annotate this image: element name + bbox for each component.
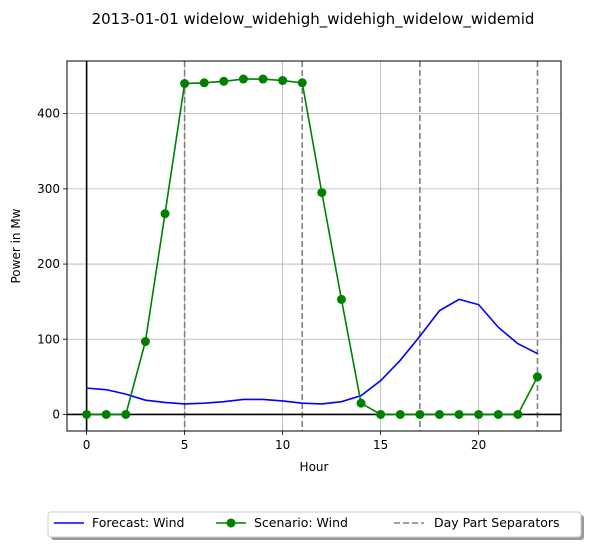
scenario-wind-point: [101, 409, 111, 419]
scenario-wind-point: [336, 294, 346, 304]
scenario-wind-point: [160, 209, 170, 219]
scenario-wind-point: [415, 409, 425, 419]
scenario-wind-point: [395, 409, 405, 419]
plot-frame: [66, 60, 562, 432]
scenario-wind-point: [513, 409, 523, 419]
x-tick-label: 0: [83, 438, 91, 452]
scenario-wind-point: [317, 188, 327, 198]
x-tick-layer: 0 5 10 15 20: [83, 431, 486, 452]
scenario-wind-point: [454, 409, 464, 419]
scenario-wind-point: [199, 78, 209, 88]
x-tick-label: 10: [275, 438, 290, 452]
legend-box: [47, 511, 582, 538]
scenario-wind-point: [258, 74, 268, 84]
scenario-wind-point: [297, 78, 307, 88]
x-tick-label: 15: [373, 438, 388, 452]
series-layer: [82, 74, 542, 419]
scenario-wind-point: [121, 409, 131, 419]
scenario-wind-point: [180, 79, 190, 89]
legend-label-forecast: Forecast: Wind: [92, 515, 185, 530]
scenario-wind-point: [82, 409, 92, 419]
y-tick-label: 200: [37, 257, 60, 271]
y-axis-label: Power in Mw: [9, 208, 23, 283]
scenario-wind-line: [86, 78, 539, 416]
legend-label-scenario: Scenario: Wind: [254, 515, 348, 530]
separator-layer: [183, 61, 539, 431]
chart-title: 2013-01-01 widelow_widehigh_widehigh_wid…: [92, 10, 535, 29]
zero-line-layer: [67, 61, 561, 431]
legend-swatch-scenario-marker: [226, 518, 236, 528]
y-tick-label: 100: [37, 332, 60, 346]
scenario-wind-point: [140, 337, 150, 347]
y-tick-label: 0: [52, 407, 60, 421]
legend: Forecast: Wind Scenario: Wind Day Part S…: [47, 511, 584, 540]
scenario-wind-point: [376, 409, 386, 419]
x-tick-label: 5: [181, 438, 189, 452]
grid-layer: [67, 61, 561, 431]
x-tick-label: 20: [471, 438, 486, 452]
forecast-wind-line: [86, 298, 538, 405]
scenario-wind-point: [278, 76, 288, 86]
scenario-wind-point: [493, 409, 503, 419]
scenario-wind-point: [474, 409, 484, 419]
scenario-wind-point: [532, 372, 542, 382]
y-tick-label: 300: [37, 182, 60, 196]
scenario-wind-point: [356, 398, 366, 408]
scenario-wind-point: [434, 409, 444, 419]
y-tick-label: 400: [37, 107, 60, 121]
scenario-wind-point: [238, 74, 248, 84]
legend-label-separators: Day Part Separators: [434, 515, 560, 530]
y-tick-layer: 0 100 200 300 400: [37, 107, 67, 421]
scenario-wind-point: [219, 76, 229, 86]
x-axis-label: Hour: [300, 460, 329, 474]
